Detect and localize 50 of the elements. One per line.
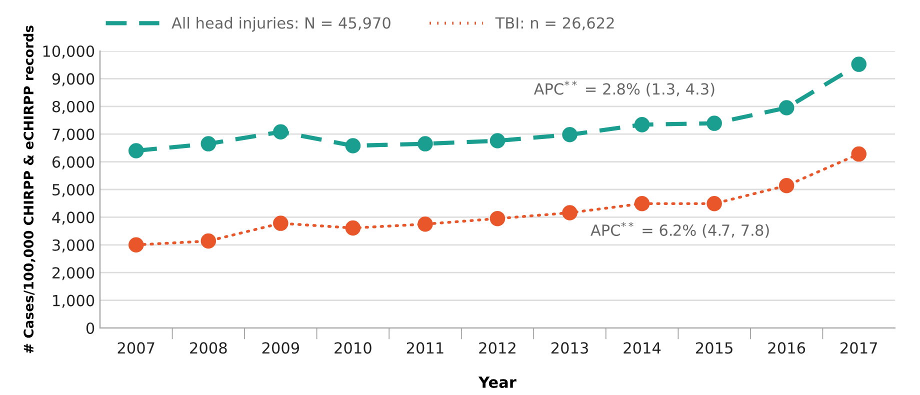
point [851,56,867,72]
y-tick-label: 10,000 [43,45,94,59]
x-tick-label: 2010 [334,342,372,354]
x-tick-label: 2016 [768,342,806,354]
point [200,233,216,249]
y-tick-label: 0 [86,322,94,334]
x-tick-label: 2007 [118,342,154,354]
point [562,127,578,142]
point [851,146,867,162]
annotation: APC$^{**}$ = 6.2% (4.7, 7.8) [590,222,769,238]
x-tick-label: 2009 [262,342,300,354]
point [273,124,288,140]
x-tick-label: 2014 [624,342,661,354]
point [778,100,794,116]
legend-label: All head injuries: N = 45,970 [172,16,390,32]
annotation: APC$^{**}$ = 2.8% (1.3, 4.3) [534,80,714,97]
y-axis-title: # Cases/100,000 CHIRPP & eCHIRPP records [23,26,36,354]
x-tick-label: 2015 [696,342,732,354]
point [706,116,722,131]
y-tick-label: 4,000 [52,212,94,225]
y-tick-label: 6,000 [52,156,94,170]
x-tick-label: 2012 [479,342,516,354]
point [634,196,650,212]
x-tick-label: 2013 [551,342,588,354]
legend-label: TBI: n = 26,622 [495,17,614,30]
point [200,136,216,152]
point [634,117,650,132]
point [273,216,288,231]
x-tick-label: 2017 [840,342,877,354]
y-tick-label: 1,000 [53,294,94,308]
x-tick-label: 2011 [406,342,444,354]
point [490,210,506,226]
point [562,205,578,220]
point [128,237,144,253]
point [490,133,506,148]
y-tick-label: 5,000 [52,184,94,198]
x-axis-title: Year [478,376,516,388]
y-tick-label: 2,000 [52,267,94,280]
point [778,178,794,194]
y-tick-label: 9,000 [52,73,94,86]
point [418,216,433,232]
y-tick-label: 3,000 [52,239,94,252]
point [706,196,722,212]
point [128,143,144,158]
y-tick-label: 7,000 [52,128,94,142]
point [345,220,361,236]
x-tick-label: 2008 [190,342,227,354]
point [345,138,361,154]
point [418,136,433,152]
y-tick-label: 8,000 [52,100,94,114]
